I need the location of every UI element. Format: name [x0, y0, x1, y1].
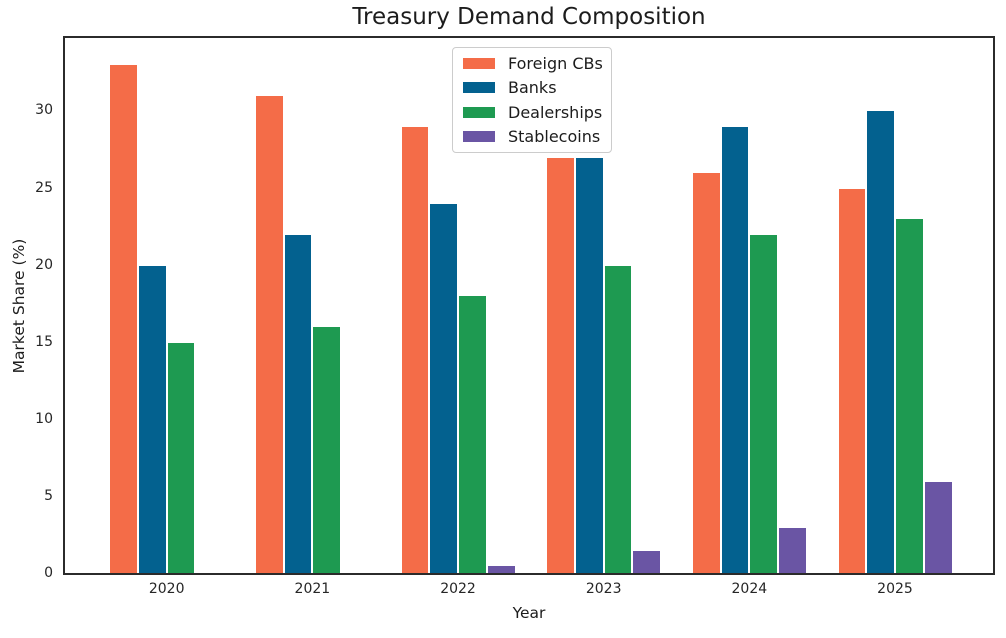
y-tick-label: 10 [35, 410, 53, 427]
bar [312, 326, 342, 573]
legend-label: Stablecoins [508, 127, 601, 147]
bar [400, 125, 430, 573]
bar [837, 187, 867, 573]
legend: Foreign CBs Banks Dealerships Stablecoins [452, 47, 612, 153]
bar [283, 233, 313, 573]
legend-swatch [463, 57, 495, 69]
x-axis-label: Year [512, 604, 546, 622]
x-tick-label: 2023 [585, 581, 622, 597]
x-tick-label: 2021 [294, 581, 331, 597]
y-tick-label: 5 [44, 487, 53, 504]
plot-area: Foreign CBs Banks Dealerships Stablecoins 2… [35, 36, 995, 597]
y-tick-label: 20 [35, 256, 53, 273]
bar [603, 264, 633, 573]
legend-swatch [463, 131, 495, 143]
legend-item: Dealerships [463, 102, 603, 122]
legend-item: Banks [463, 78, 601, 97]
bar [866, 110, 895, 573]
bar [895, 218, 924, 573]
bar [429, 202, 459, 573]
chart-title: Treasury Demand Composition [352, 4, 706, 30]
x-tick-label: 2020 [148, 581, 185, 597]
bar [923, 480, 953, 573]
legend-item: Stablecoins [463, 127, 601, 146]
legend-swatch [463, 82, 495, 94]
x-tick-label: 2025 [877, 581, 913, 597]
legend-label: Dealerships [508, 102, 603, 122]
y-axis-label: Market Share (%) [10, 238, 28, 374]
y-tick-label: 15 [35, 333, 53, 350]
bar [749, 233, 779, 573]
y-tick-label: 25 [35, 179, 53, 196]
bar [254, 95, 284, 573]
bar [166, 341, 196, 573]
x-tick-label: 2022 [440, 581, 476, 597]
legend-label: Banks [508, 78, 557, 98]
bar [458, 295, 487, 573]
legend-label: Foreign CBs [508, 53, 603, 73]
bar [632, 549, 662, 573]
bar [778, 526, 807, 573]
y-tick-label: 0 [44, 565, 53, 581]
y-tick-label: 30 [35, 102, 53, 119]
bar [691, 172, 721, 573]
bar [574, 156, 604, 573]
legend-item: Foreign CBs [463, 53, 603, 73]
bar [137, 264, 167, 573]
bar [486, 565, 516, 573]
bar [720, 125, 750, 573]
bar [109, 64, 138, 573]
legend-swatch [463, 106, 495, 118]
x-tick-label: 2024 [731, 581, 768, 597]
bar [546, 156, 575, 573]
